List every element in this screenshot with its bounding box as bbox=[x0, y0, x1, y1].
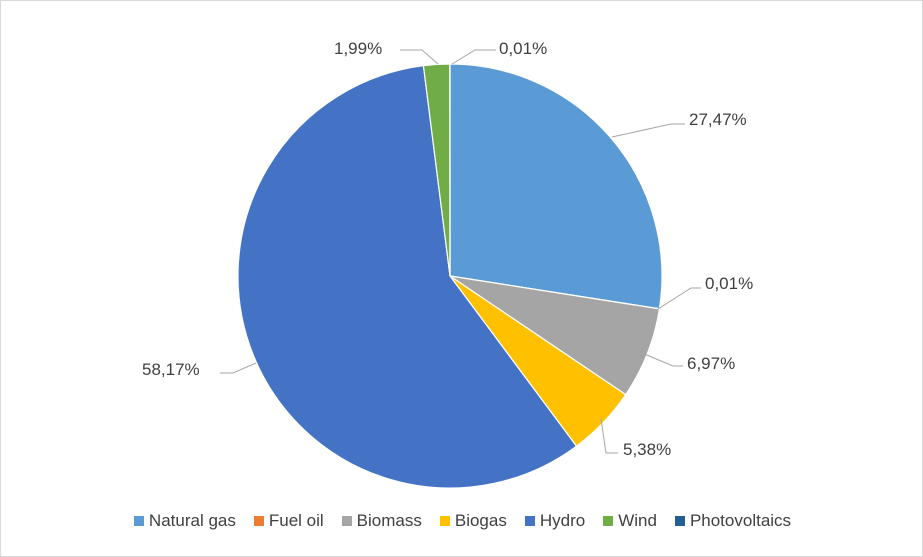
data-label-biomass: 6,97% bbox=[687, 354, 735, 373]
data-label-natural-gas: 27,47% bbox=[689, 110, 747, 129]
legend-item-hydro: Hydro bbox=[525, 511, 585, 531]
pie-slice-natural-gas bbox=[450, 64, 662, 309]
data-label-photovoltaics: 0,01% bbox=[499, 39, 547, 58]
legend-swatch bbox=[134, 516, 144, 526]
pie-slices bbox=[238, 64, 662, 488]
leader-line-hydro bbox=[220, 363, 256, 373]
leader-line-natural-gas bbox=[612, 124, 685, 137]
legend-swatch bbox=[440, 516, 450, 526]
leader-line-biogas bbox=[601, 419, 618, 453]
legend-label: Fuel oil bbox=[269, 511, 324, 531]
legend-label: Hydro bbox=[540, 511, 585, 531]
legend-item-fuel-oil: Fuel oil bbox=[254, 511, 324, 531]
leader-line-fuel-oil bbox=[658, 288, 701, 309]
legend-label: Biomass bbox=[357, 511, 422, 531]
legend-swatch bbox=[603, 516, 613, 526]
legend-item-biogas: Biogas bbox=[440, 511, 507, 531]
legend-item-wind: Wind bbox=[603, 511, 657, 531]
legend: Natural gas Fuel oil Biomass Biogas Hydro Win… bbox=[1, 511, 923, 531]
data-label-fuel-oil: 0,01% bbox=[705, 274, 753, 293]
legend-swatch bbox=[342, 516, 352, 526]
leader-line-photovoltaics bbox=[452, 50, 496, 64]
legend-swatch bbox=[254, 516, 264, 526]
legend-label: Biogas bbox=[455, 511, 507, 531]
pie-chart: 27,47% 0,01% 6,97% 5,38% 58,17% 1,99% 0,01% bbox=[1, 1, 923, 501]
legend-label: Photovoltaics bbox=[690, 511, 791, 531]
legend-item-biomass: Biomass bbox=[342, 511, 422, 531]
legend-swatch bbox=[525, 516, 535, 526]
leader-line-biomass bbox=[642, 353, 683, 366]
data-label-hydro: 58,17% bbox=[142, 360, 200, 379]
data-label-wind: 1,99% bbox=[334, 39, 382, 58]
legend-label: Natural gas bbox=[149, 511, 236, 531]
legend-item-photovoltaics: Photovoltaics bbox=[675, 511, 791, 531]
legend-label: Wind bbox=[618, 511, 657, 531]
data-label-biogas: 5,38% bbox=[623, 440, 671, 459]
leader-line-wind bbox=[400, 50, 438, 64]
legend-swatch bbox=[675, 516, 685, 526]
legend-item-natural-gas: Natural gas bbox=[134, 511, 236, 531]
